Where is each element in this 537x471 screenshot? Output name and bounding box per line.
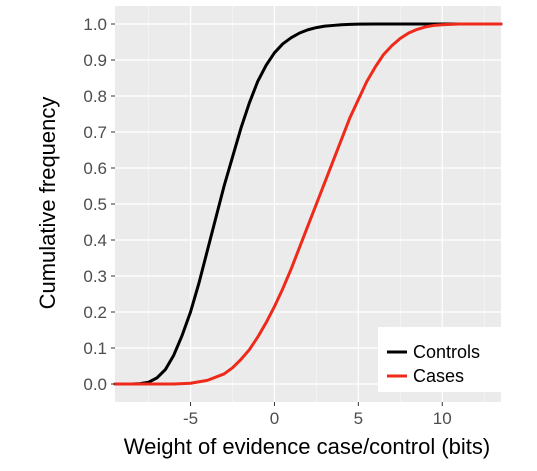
y-tick-label: 0.9 — [83, 51, 107, 70]
y-tick-label: 0.0 — [83, 375, 107, 394]
y-axis-title: Cumulative frequency — [35, 97, 60, 310]
legend-box — [378, 327, 501, 392]
y-tick-label: 0.7 — [83, 123, 107, 142]
y-axis: 0.0 0.1 0.2 0.3 0.4 0.5 0.6 0.7 0.8 0.9 1.0 — [83, 15, 115, 394]
y-tick-label: 0.8 — [83, 87, 107, 106]
series-line-cases — [113, 22, 503, 386]
y-tick-label: 0.1 — [83, 339, 107, 358]
y-tick-label: 0.5 — [83, 195, 107, 214]
series-layer — [113, 22, 503, 386]
y-tick-label: 0.6 — [83, 159, 107, 178]
x-axis: -5 0 5 10 — [183, 402, 452, 428]
x-tick-label: 5 — [354, 409, 363, 428]
series-line-controls — [113, 22, 503, 386]
legend-label-controls: Controls — [413, 342, 480, 362]
x-tick-label: 10 — [433, 409, 452, 428]
x-tick-label: 0 — [270, 409, 279, 428]
x-axis-title: Weight of evidence case/control (bits) — [124, 434, 490, 459]
y-tick-label: 0.3 — [83, 267, 107, 286]
y-tick-label: 1.0 — [83, 15, 107, 34]
y-tick-label: 0.2 — [83, 303, 107, 322]
legend-label-cases: Cases — [413, 366, 464, 386]
y-tick-label: 0.4 — [83, 231, 107, 250]
x-tick-label: -5 — [183, 409, 198, 428]
legend: Controls Cases — [378, 327, 501, 392]
